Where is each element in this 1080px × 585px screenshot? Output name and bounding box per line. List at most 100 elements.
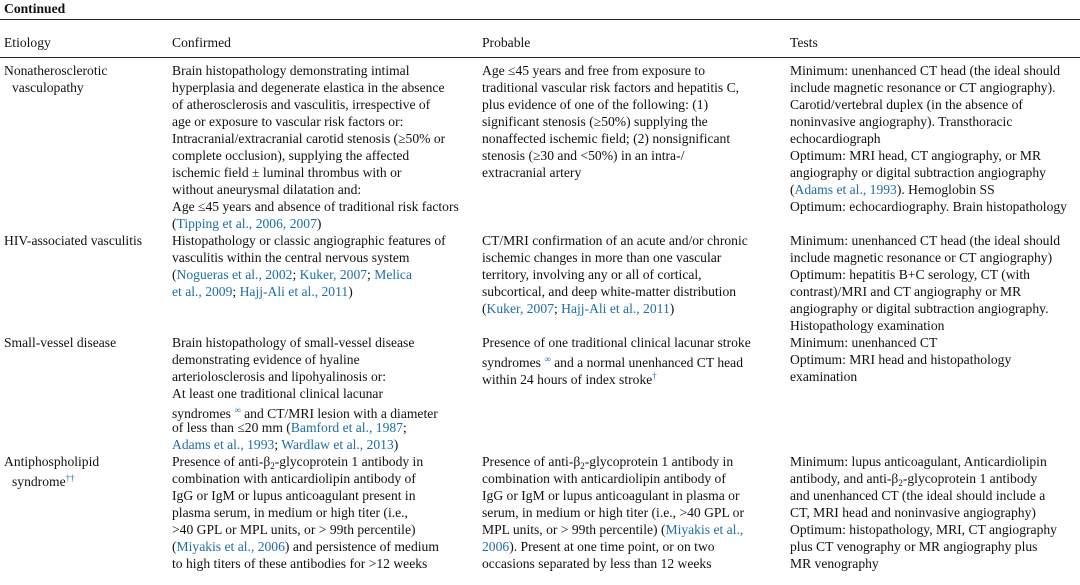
text-line: age or exposure to vascular risk factors… — [172, 114, 404, 129]
text-line: Intracranial/extracranial carotid stenos… — [172, 131, 446, 146]
text-line: vasculitis within the central nervous sy… — [172, 250, 410, 265]
citation-link: Kuker, 2007 — [299, 267, 368, 282]
sup: † — [652, 371, 657, 381]
etiology-cell: HIV-associated vasculitis — [4, 232, 142, 249]
rule — [0, 57, 1080, 58]
text-line: syndrome†† — [4, 470, 99, 489]
text: syndromes — [482, 355, 545, 370]
text-line: vasculopathy — [12, 80, 84, 95]
text-line: Nonatherosclerotic — [4, 63, 108, 78]
text: ) — [348, 284, 353, 299]
sup: ∞ — [234, 405, 241, 415]
text-line: Brain histopathology of small-vessel dis… — [172, 335, 415, 350]
citation-link: Adams et al., 1993 — [172, 437, 275, 452]
text-line: extracranial artery — [482, 165, 582, 180]
text-line: Histopathology examination — [790, 318, 945, 333]
text-line: stenosis (≥30 and <50%) in an intra-/ — [482, 148, 685, 163]
text-line: noninvasive angiography). Transthoracic — [790, 114, 1013, 129]
table-row: Nonatherosclerotic vasculopathy Brain hist… — [0, 62, 1080, 232]
text: of less than ≤20 mm ( — [172, 420, 291, 435]
text-line: Age ≤45 years and absence of traditional… — [172, 199, 459, 214]
column-header: Confirmed — [172, 35, 231, 50]
text-line: subcortical, and deep white-matter distr… — [482, 284, 737, 299]
text: -glycoprotein 1 antibody in — [584, 454, 734, 469]
text: ( — [172, 539, 177, 554]
text: syndromes — [172, 406, 235, 421]
text-line: include magnetic resonance or CT angiogr… — [790, 80, 1056, 95]
column-header: Probable — [482, 35, 531, 50]
text-line: plus evidence of one of the following: (… — [482, 97, 709, 112]
text-line: Minimum: unenhanced CT — [790, 335, 938, 350]
table-body: Nonatherosclerotic vasculopathy Brain hist… — [0, 62, 1080, 572]
text: ). Present at one time point, or on two — [509, 539, 715, 554]
text-line: Presence of anti-β2-glycoprotein 1 antib… — [172, 453, 439, 471]
citation-link: Tipping et al., 2006, 2007 — [176, 216, 317, 231]
text-line: angiography or digital subtraction angio… — [790, 301, 1049, 316]
text-line: nonaffected ischemic field; (2) nonsigni… — [482, 131, 731, 146]
text-line: Minimum: unenhanced CT head (the ideal s… — [790, 63, 1061, 78]
text-line: demonstrating evidence of hyaline — [172, 352, 360, 367]
text-line: IgG or IgM or lupus anticoagulant presen… — [172, 488, 416, 503]
text: ; — [292, 267, 300, 282]
sup: †† — [65, 473, 75, 483]
etiology-cell: Antiphospholipid syndrome†† — [4, 453, 100, 489]
text-line: (Kuker, 2007; Hajj-Ali et al., 2011) — [482, 300, 748, 317]
text-line: Antiphospholipid — [4, 454, 100, 469]
text-line: combination with anticardiolipin antibod… — [482, 471, 726, 486]
text-line: Histopathology or classic angiographic f… — [172, 233, 446, 248]
text-line: Presence of anti-β2-glycoprotein 1 antib… — [482, 453, 744, 471]
text-line: ischemic changes in more than one vascul… — [482, 250, 722, 265]
text: ; — [232, 284, 240, 299]
column-header: Etiology — [4, 35, 51, 50]
text-line: Optimum: MRI head and histopathology — [790, 352, 1012, 367]
citation-link: Miyakis et al., — [665, 522, 744, 537]
text-line: (Nogueras et al., 2002; Kuker, 2007; Mel… — [172, 266, 446, 283]
citation-link: Melica — [374, 267, 412, 282]
text: Presence of anti-β — [482, 454, 581, 469]
text: ; — [367, 267, 375, 282]
citation-link: Adams et al., 1993 — [794, 182, 897, 197]
confirmed-cell: Brain histopathology of small-vessel dis… — [172, 334, 438, 453]
column-headers: Etiology Confirmed Probable Tests — [0, 34, 1080, 51]
table-row: Antiphospholipid syndrome†† Presence of an… — [0, 453, 1080, 572]
text-line: of atherosclerosis and vasculitis, irres… — [172, 97, 431, 112]
text-line: angiography or digital subtraction angio… — [790, 165, 1046, 180]
text-line: contrast)/MRI and CT angiography or MR — [790, 284, 1022, 299]
text-line: significant stenosis (≥50%) supplying th… — [482, 114, 708, 129]
text-line: of less than ≤20 mm (Bamford et al., 198… — [172, 419, 438, 436]
sub: 2 — [898, 478, 903, 488]
confirmed-cell: Brain histopathology demonstrating intim… — [172, 62, 459, 232]
citation-link: 2006 — [482, 539, 510, 554]
text: ). Hemoglobin SS — [896, 182, 995, 197]
text-line: to high titers of these antibodies for >… — [172, 556, 428, 571]
probable-cell: Presence of anti-β2-glycoprotein 1 antib… — [482, 453, 744, 572]
text-line: examination — [790, 369, 858, 384]
text-line: include magnetic resonance or CT angiogr… — [790, 250, 1053, 265]
citation-link: Wardlaw et al., 2013 — [281, 437, 394, 452]
confirmed-cell: Presence of anti-β2-glycoprotein 1 antib… — [172, 453, 439, 572]
text-line: CT/MRI confirmation of an acute and/or c… — [482, 233, 748, 248]
text-line: Optimum: hepatitis B+C serology, CT (wit… — [790, 267, 1030, 282]
text-line: plus CT venography or MR angiography plu… — [790, 539, 1038, 554]
text-line: Age ≤45 years and free from exposure to — [482, 63, 705, 78]
text: ; — [553, 301, 562, 316]
text-line: Presence of one traditional clinical lac… — [482, 335, 751, 350]
text-line: and unenhanced CT (the ideal should incl… — [790, 488, 1046, 503]
confirmed-cell: Histopathology or classic angiographic f… — [172, 232, 446, 300]
text-line: MR venography — [790, 556, 879, 571]
text: and a normal unenhanced CT head — [550, 355, 743, 370]
text: ( — [172, 216, 177, 231]
text-line: CT, MRI head and noninvasive angiography… — [790, 505, 1036, 520]
text-line: traditional vascular risk factors and he… — [482, 80, 740, 95]
text-line: IgG or IgM or lupus anticoagulant in pla… — [482, 488, 740, 503]
text-line: (Miyakis et al., 2006) and persistence o… — [172, 538, 439, 555]
tests-cell: Minimum: unenhanced CT head (the ideal s… — [790, 62, 1067, 215]
text-line: Minimum: unenhanced CT head (the ideal s… — [790, 233, 1061, 248]
sup: ∞ — [544, 354, 551, 364]
text-line: occasions separated by less than 12 week… — [482, 556, 712, 571]
text: ; — [274, 437, 282, 452]
text-line: Small-vessel disease — [4, 335, 117, 350]
text-line: syndromes ∞ and CT/MRI lesion with a dia… — [172, 402, 438, 421]
text: ) — [669, 301, 675, 316]
